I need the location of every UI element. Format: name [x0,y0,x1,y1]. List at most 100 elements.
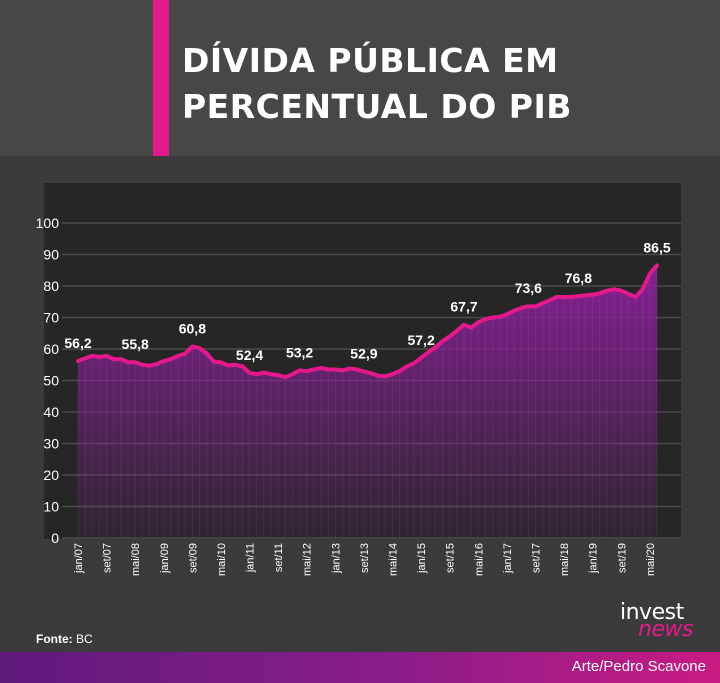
data-point [626,292,630,296]
data-point [376,374,380,378]
data-point [405,364,409,368]
data-label: 53,2 [286,344,313,360]
x-tick-label: set/07 [102,543,114,573]
y-tick-label: 80 [43,278,59,294]
x-tick-label: jan/11 [245,543,257,573]
data-point [83,356,87,360]
data-point [248,371,252,375]
data-label: 57,2 [407,332,434,348]
data-point [183,352,187,356]
data-point [176,354,180,358]
y-tick-label: 40 [43,404,59,420]
page-title: DÍVIDA PÚBLICA EM PERCENTUAL DO PIB [182,38,572,130]
data-point [233,363,237,367]
x-tick-label: jan/17 [502,543,514,574]
data-point [76,359,80,363]
data-label: 52,4 [236,347,263,363]
data-point [169,357,173,361]
title-line-1: DÍVIDA PÚBLICA EM [182,41,559,80]
data-point [462,323,466,327]
data-point [212,360,216,364]
data-label: 86,5 [643,240,670,256]
data-point [619,289,623,293]
data-point [319,366,323,370]
data-point [548,298,552,302]
x-tick-label: mai/16 [473,543,485,576]
data-point [519,306,523,310]
x-tick-label: set/19 [616,543,628,573]
data-point [562,295,566,299]
data-point [240,364,244,368]
data-point [298,368,302,372]
data-point [105,354,109,358]
source-value: BC [76,632,93,646]
y-axis: 0 10 20 30 40 50 60 70 80 90 100 [36,215,60,546]
data-point [655,264,659,268]
series-area [78,265,657,538]
data-point [419,356,423,360]
data-labels: 56,2 55,8 60,8 52,4 53,2 52,9 57,2 67,7 73,6 76,8… [64,240,670,363]
x-tick-label: jan/15 [416,543,428,574]
data-point [555,295,559,299]
data-point [276,373,280,377]
data-point [119,357,123,361]
data-point [355,367,359,371]
data-point [262,371,266,375]
data-point [584,293,588,297]
data-point [441,339,445,343]
x-tick-label: set/11 [273,543,285,572]
y-tick-label: 30 [43,436,59,452]
x-tick-label: jan/13 [330,543,342,574]
logo-invest: invest [620,600,684,625]
data-point [190,344,194,348]
x-tick-label: jan/07 [73,543,85,574]
data-point [226,363,230,367]
data-point [155,362,159,366]
data-point [198,346,202,350]
data-point [205,351,209,355]
y-tick-label: 90 [43,247,59,263]
data-point [505,312,509,316]
x-tick-label: jan/19 [588,543,600,574]
data-point [591,293,595,297]
data-point [147,364,151,368]
data-label: 55,8 [122,336,149,352]
x-axis: jan/07 set/07 mai/08 jan/09 set/09 mai/10 jan/… [73,543,657,576]
data-point [412,361,416,365]
x-tick-label: set/13 [359,543,371,573]
investnews-logo: invest news [620,600,712,644]
debt-chart: 0 10 20 30 40 50 60 70 80 90 100 jan/07 set/07 mai/0… [36,183,681,576]
data-point [612,287,616,291]
data-point [348,367,352,371]
y-tick-label: 70 [43,310,59,326]
data-point [326,367,330,371]
logo-news: news [638,617,693,642]
accent-bar [153,0,169,156]
data-point [90,354,94,358]
title-line-2: PERCENTUAL DO PIB [182,87,572,126]
data-point [112,357,116,361]
data-point [269,372,273,376]
data-point [576,294,580,298]
data-point [369,371,373,375]
data-label: 56,2 [64,335,91,351]
data-point [648,271,652,275]
data-point [605,289,609,293]
data-point [541,301,545,305]
x-tick-label: mai/12 [302,543,314,576]
data-point [526,304,530,308]
data-label: 67,7 [450,299,477,315]
source-label: Fonte: [36,632,73,646]
data-point [126,360,130,364]
data-point [219,361,223,365]
y-tick-label: 20 [43,467,59,483]
x-tick-label: set/09 [187,543,199,573]
x-tick-label: mai/10 [216,543,228,576]
data-point [312,367,316,371]
data-point [133,360,137,364]
data-point [483,317,487,321]
x-tick-label: mai/08 [130,543,142,576]
data-point [476,320,480,324]
data-point [362,369,366,373]
data-point [283,375,287,379]
